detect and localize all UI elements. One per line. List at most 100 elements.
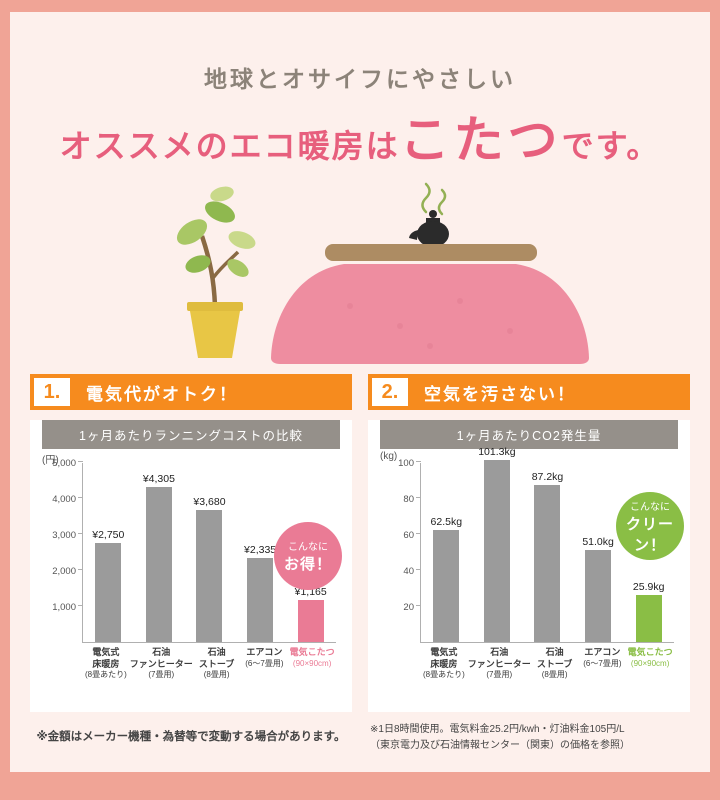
bar-value-label: ¥2,750 [92, 529, 125, 541]
bar-cell: 62.5kg [421, 463, 472, 642]
y-tick-label: 20 [403, 602, 414, 613]
bar-cell: 25.9kg [623, 463, 674, 642]
clean-badge-line2: クリーン！ [625, 515, 674, 554]
two-column-layout: 1. 電気代がオトク！ 1ヶ月あたりランニングコストの比較 (円) ¥2,750… [10, 374, 710, 754]
bar-cell: 87.2kg [522, 463, 573, 642]
bar-value-label: ¥2,335 [244, 543, 277, 556]
co2-chart-plot: 62.5kg 101.3kg 87.2kg 51.0kg 25.9kg [416, 446, 674, 643]
kotatsu-illustration [176, 182, 589, 364]
title-highlight: こたつ [399, 112, 562, 168]
bar [585, 550, 612, 642]
category-label: 石油 ファンヒーター (7畳用) [129, 647, 193, 680]
y-tick-mark [78, 605, 83, 606]
section-2-header: 2. 空気を汚さない！ [368, 374, 690, 410]
cost-chart-title: 1ヶ月あたりランニングコストの比較 [42, 420, 340, 449]
bar-cell: 101.3kg [472, 446, 523, 642]
y-tick-mark [416, 605, 421, 606]
co2-chart-bars: 62.5kg 101.3kg 87.2kg 51.0kg 25.9kg [421, 446, 674, 642]
header-subtitle: 地球とオサイフにやさしい [204, 66, 516, 92]
cost-chart: (円) ¥2,750 ¥4,305 ¥3,680 ¥2,335 ¥1,165 電気式 床暖… [34, 451, 346, 695]
section-1-heading: 電気代がオトク！ [86, 384, 238, 404]
bar [145, 487, 172, 642]
kettle-icon [409, 210, 449, 247]
y-tick-label: 4,000 [52, 494, 76, 505]
bar [433, 529, 460, 642]
co2-chart-title: 1ヶ月あたりCO2発生量 [380, 420, 678, 449]
title-suffix: です。 [561, 128, 661, 164]
co2-chart: (kg) 62.5kg 101.3kg 87.2kg 51.0kg 25.9kg 電気式… [372, 446, 684, 695]
bar-cell: 51.0kg [573, 463, 624, 642]
y-tick-label: 80 [403, 494, 414, 505]
bar-value-label: 87.2kg [531, 471, 564, 484]
co2-chart-categories: 電気式 床暖房 (8畳あたり) 石油 ファンヒーター (7畳用) 石油 ストーブ (8畳用) エア… [420, 647, 674, 693]
bar-value-label: 62.5kg [430, 515, 463, 528]
steam-icon [421, 182, 447, 216]
co2-chart-y-unit: (kg) [380, 451, 398, 462]
cost-chart-plot: ¥2,750 ¥4,305 ¥3,680 ¥2,335 ¥1,165 [78, 461, 336, 643]
cost-chart-bars: ¥2,750 ¥4,305 ¥3,680 ¥2,335 ¥1,165 [83, 463, 336, 642]
clean-badge-line1: こんなに [630, 501, 670, 513]
y-tick-mark [78, 461, 83, 462]
co2-chart-panel: 1ヶ月あたりCO2発生量 (kg) 62.5kg 101.3kg 87.2kg 51.… [368, 420, 690, 712]
category-label: 電気こたつ (90×90cm) [289, 647, 335, 668]
bar [196, 509, 223, 642]
cost-chart-categories: 電気式 床暖房 (8畳あたり) 石油 ファンヒーター (7畳用) 石油 ストーブ (8畳用) エア… [82, 647, 336, 693]
category-label: 電気式 床暖房 (8畳あたり) [84, 647, 127, 680]
bar-value-label: 51.0kg [582, 536, 614, 549]
y-tick-label: 5,000 [52, 458, 76, 469]
savings-badge: こんなに お得！ [274, 522, 342, 590]
category-label: 石油 ファンヒーター (7畳用) [467, 647, 531, 680]
bar-cell: ¥1,165 [285, 463, 336, 642]
section-co2: 2. 空気を汚さない！ 1ヶ月あたりCO2発生量 (kg) 62.5kg 101.… [368, 374, 690, 754]
y-tick-label: 100 [398, 458, 414, 469]
section-2-number-badge: 2. [372, 378, 408, 406]
cost-chart-panel: 1ヶ月あたりランニングコストの比較 (円) ¥2,750 ¥4,305 ¥3,680… [30, 420, 352, 712]
cost-chart-y-unit: (円) [42, 455, 59, 466]
y-tick-mark [416, 497, 421, 498]
section-2-heading: 空気を汚さない！ [424, 384, 576, 404]
kotatsu-icon [271, 244, 589, 364]
y-tick-mark [416, 569, 421, 570]
bar [635, 595, 662, 642]
savings-badge-line2: お得！ [283, 556, 332, 573]
category-label: 電気こたつ (90×90cm) [627, 647, 673, 668]
category-label: 石油 ストーブ (8畳用) [536, 647, 573, 680]
clean-badge: こんなに クリーン！ [616, 492, 684, 560]
category-label: エアコン (6〜7畳用) [583, 647, 622, 668]
bar [534, 485, 561, 642]
section-1-header: 1. 電気代がオトク！ [30, 374, 352, 410]
page-title: オススメのエコ暖房はこたつです。 [10, 100, 710, 172]
bar-cell: ¥2,335 [235, 463, 286, 642]
bar-value-label: ¥4,305 [142, 473, 175, 486]
title-prefix: オススメのエコ暖房は [59, 128, 400, 164]
bar-value-label: 25.9kg [632, 581, 665, 594]
y-tick-mark [416, 461, 421, 462]
plant-icon [176, 186, 256, 358]
bar-value-label: ¥3,680 [193, 495, 226, 508]
y-tick-label: 1,000 [52, 602, 76, 613]
bar-cell: ¥4,305 [134, 463, 185, 642]
category-label: 石油 ストーブ (8畳用) [198, 647, 235, 680]
section-cost: 1. 電気代がオトク！ 1ヶ月あたりランニングコストの比較 (円) ¥2,750… [30, 374, 352, 754]
bar [297, 600, 324, 642]
co2-footnote: ※1日8時間使用。電気料金25.2円/kwh・灯油料金105円/L （東京電力及… [370, 724, 630, 751]
bar-value-label: 101.3kg [478, 445, 516, 458]
y-tick-label: 2,000 [52, 566, 76, 577]
y-tick-mark [416, 533, 421, 534]
bar [483, 459, 510, 642]
y-tick-label: 60 [403, 530, 414, 541]
bar-cell: ¥2,750 [83, 463, 134, 642]
savings-badge-line1: こんなに [288, 542, 328, 553]
bar-cell: ¥3,680 [184, 463, 235, 642]
category-label: エアコン (6〜7畳用) [245, 647, 284, 668]
y-tick-label: 3,000 [52, 530, 76, 541]
content-area: 地球とオサイフにやさしい オススメのエコ暖房はこたつです。 [10, 12, 710, 772]
bar [247, 557, 274, 642]
cost-footnote: ※金額はメーカー機種・為替等で変動する場合があります。 [36, 731, 346, 743]
y-tick-mark [78, 569, 83, 570]
y-tick-mark [78, 533, 83, 534]
section-1-number-badge: 1. [34, 378, 70, 406]
y-tick-label: 40 [403, 566, 414, 577]
y-tick-mark [78, 497, 83, 498]
